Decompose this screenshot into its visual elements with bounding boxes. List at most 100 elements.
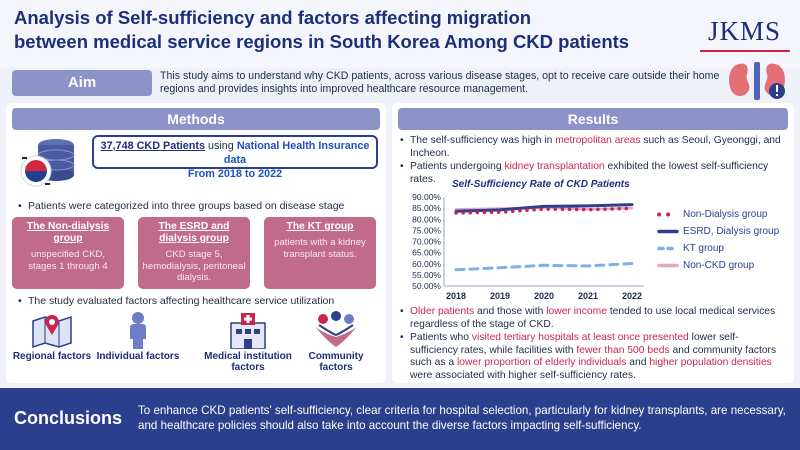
- title-line-1: Analysis of Self-sufficiency and factors…: [14, 7, 532, 28]
- group-title: The ESRD and dialysis group: [158, 221, 230, 244]
- text: and: [629, 357, 647, 368]
- x-tick-label: 2019: [490, 291, 510, 301]
- legend-label: Non-Dialysis group: [683, 209, 768, 220]
- map-pin-icon: [32, 315, 72, 349]
- legend-item: ESRD, Dialysis group: [657, 225, 787, 242]
- series-line-esrd-dialysis-group: [454, 203, 634, 213]
- conclusion-band: Conclusions To enhance CKD patients' sel…: [0, 388, 800, 450]
- text: and community factors such as a: [410, 344, 777, 369]
- x-tick-label: 2021: [578, 291, 598, 301]
- y-tick-label: 60.00%: [412, 259, 441, 269]
- legend-item: Non-Dialysis group: [657, 208, 787, 225]
- factor-regional: Regional factors: [8, 311, 96, 362]
- results-bullet-1: The self-sufficiency was high in metropo…: [400, 135, 784, 160]
- group-desc: CKD stage 5, hemodialysis, peritoneal di…: [142, 249, 246, 283]
- text: Patients undergoing: [410, 161, 502, 172]
- highlight: higher population densities: [649, 357, 772, 368]
- highlight: kidney transplantation: [504, 161, 605, 172]
- cohort-source: National Health Insurance data: [223, 140, 370, 166]
- methods-bullet-2: The study evaluated factors affecting he…: [18, 295, 334, 308]
- text: such as Seoul, Gyeonggi, and Incheon.: [410, 135, 781, 159]
- results-heading: Results: [398, 108, 788, 130]
- y-tick-label: 50.00%: [412, 281, 441, 291]
- series-line-non-dialysis-group: [454, 206, 634, 215]
- x-tick-label: 2018: [446, 291, 466, 301]
- title-line-2: between medical service regions in South…: [14, 31, 630, 52]
- aim-section: Aim This study aims to understand why CK…: [8, 70, 719, 100]
- legend-swatch: [657, 263, 679, 268]
- factor-label: Regional factors: [12, 351, 92, 362]
- community-icon: [315, 311, 357, 347]
- group-desc: unspecified CKD, stages 1 through 4: [28, 249, 108, 272]
- text: lower self-sufficiency rates, while faci…: [410, 332, 739, 356]
- factor-label: Community factors: [308, 351, 364, 373]
- group-kt: The KT group patients with a kidney tran…: [264, 217, 376, 289]
- logo-underline: [700, 50, 790, 52]
- legend-item: Non-CKD group: [657, 259, 787, 276]
- highlight: metropolitan areas: [555, 135, 641, 146]
- methods-panel: Methods 37,748 CKD Patients using Nation…: [6, 103, 386, 383]
- aim-label: Aim: [12, 70, 152, 96]
- group-title: The KT group: [286, 221, 354, 232]
- text: Patients who: [410, 332, 469, 343]
- results-bullet-2: Patients undergoing kidney transplantati…: [400, 161, 784, 186]
- factor-community: Community factors: [292, 311, 380, 373]
- factor-individual: Individual factors: [94, 311, 182, 362]
- y-tick-label: 65.00%: [412, 248, 441, 258]
- legend-label: KT group: [683, 243, 724, 254]
- text: and those with: [476, 306, 544, 317]
- factor-label: Medical institution factors: [204, 351, 292, 373]
- results-panel: Results The self-sufficiency was high in…: [392, 103, 794, 383]
- methods-bullet-1: Patients were categorized into three gro…: [18, 200, 344, 213]
- cohort-box: 37,748 CKD Patients using National Healt…: [92, 135, 378, 180]
- line-chart: 90.00%85.00%80.00%75.00% 70.00%65.00%60.0…: [412, 192, 644, 301]
- y-tick-label: 90.00%: [412, 192, 441, 202]
- results-bullet-4: Patients who visited tertiary hospitals …: [400, 332, 784, 382]
- chart-legend: Non-Dialysis group ESRD, Dialysis group KT…: [657, 208, 787, 276]
- group-esrd-dialysis: The ESRD and dialysis group CKD stage 5,…: [138, 217, 250, 289]
- group-non-dialysis: The Non-dialysis group unspecified CKD, …: [12, 217, 124, 289]
- y-tick-label: 70.00%: [412, 237, 441, 247]
- cohort-period: From 2018 to 2022: [187, 168, 283, 180]
- journal-logo: JKMS: [708, 16, 782, 46]
- x-tick-label: 2022: [622, 291, 642, 301]
- factor-medical-institution: Medical institution factors: [196, 311, 300, 373]
- text: exhibited the lowest self-sufficiency ra…: [410, 161, 769, 185]
- methods-heading: Methods: [12, 108, 380, 130]
- aim-text: This study aims to understand why CKD pa…: [160, 70, 720, 95]
- cohort-count: 37,748 CKD Patients: [100, 140, 205, 152]
- person-icon: [130, 312, 146, 349]
- highlight: visited tertiary hospitals at least once…: [471, 332, 689, 343]
- text: tended to use local medical services reg…: [410, 306, 776, 330]
- chart-title: Self-Sufficiency Rate of CKD Patients: [452, 179, 630, 190]
- highlight: lower proportion of elderly individuals: [456, 357, 627, 368]
- series-line-kt-group: [454, 262, 634, 272]
- conclusion-text: To enhance CKD patients' self-sufficienc…: [138, 404, 786, 432]
- y-tick-label: 85.00%: [412, 203, 441, 213]
- kidney-icon: [729, 62, 785, 100]
- factor-label: Individual factors: [96, 351, 180, 362]
- header: Analysis of Self-sufficiency and factors…: [0, 0, 800, 68]
- legend-item: KT group: [657, 242, 787, 259]
- group-title: The Non-dialysis group: [26, 221, 110, 244]
- legend-swatch: [657, 246, 679, 251]
- conclusion-label: Conclusions: [14, 408, 123, 428]
- legend-swatch: [657, 229, 679, 234]
- highlight: lower income: [546, 306, 607, 317]
- y-tick-label: 80.00%: [412, 214, 441, 224]
- group-desc: patients with a kidney transplant status…: [274, 237, 366, 260]
- legend-swatch: [657, 212, 679, 217]
- highlight: Older patients: [410, 306, 475, 317]
- hospital-icon: [230, 313, 266, 349]
- database-flag-icon: [20, 139, 75, 187]
- cohort-using: using: [208, 140, 234, 152]
- x-tick-label: 2020: [534, 291, 554, 301]
- legend-label: Non-CKD group: [683, 260, 755, 271]
- legend-label: ESRD, Dialysis group: [683, 226, 780, 237]
- page-title: Analysis of Self-sufficiency and factors…: [14, 6, 664, 54]
- y-tick-label: 75.00%: [412, 225, 441, 235]
- results-bullet-3: Older patients and those with lower inco…: [400, 306, 784, 331]
- text: The self-sufficiency was high in: [410, 135, 553, 146]
- text: were associated with higher self-suffici…: [410, 369, 636, 381]
- y-tick-label: 55.00%: [412, 270, 441, 280]
